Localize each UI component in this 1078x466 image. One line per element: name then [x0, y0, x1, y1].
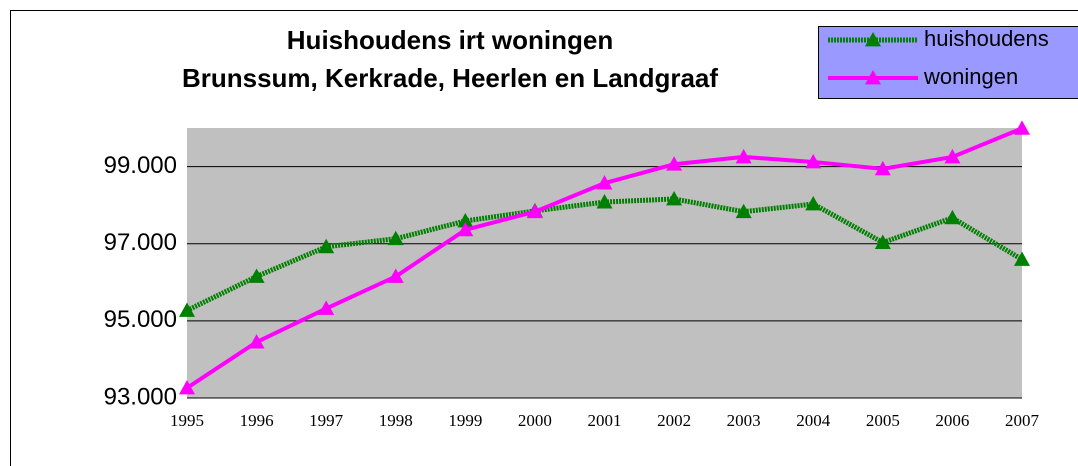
- data-point: [318, 300, 335, 315]
- data-point: [179, 302, 195, 317]
- x-tick-label: 2002: [657, 411, 691, 430]
- data-point: [457, 212, 474, 228]
- data-point: [805, 195, 822, 211]
- data-point: [1014, 120, 1030, 135]
- legend-marker: [865, 32, 881, 47]
- x-tick-label: 2005: [866, 411, 900, 430]
- data-point: [944, 209, 961, 225]
- x-tick-label: 1995: [170, 411, 204, 430]
- data-point: [248, 268, 265, 283]
- x-tick-label: 2004: [796, 411, 831, 430]
- chart-subtitle: Brunssum, Kerkrade, Heerlen en Landgraaf: [182, 63, 718, 93]
- legend-label: woningen: [923, 64, 1018, 89]
- data-point: [944, 148, 961, 164]
- data-point: [318, 238, 335, 254]
- x-tick-label: 2000: [518, 411, 552, 430]
- legend-marker: [865, 70, 881, 85]
- data-point: [526, 203, 543, 219]
- data-point: [457, 221, 474, 237]
- data-point: [666, 156, 683, 171]
- data-point: [387, 268, 404, 283]
- data-point: [805, 153, 822, 169]
- x-tick-label: 2007: [1005, 411, 1040, 430]
- data-point: [735, 203, 752, 219]
- x-tick-label: 1998: [379, 411, 413, 430]
- data-point: [179, 379, 195, 395]
- data-point: [248, 334, 265, 349]
- data-point: [874, 160, 891, 176]
- x-tick-label: 2003: [727, 411, 761, 430]
- y-tick-label: 99.000: [104, 152, 177, 179]
- y-tick-label: 97.000: [104, 229, 177, 256]
- data-point: [387, 230, 404, 246]
- data-point: [596, 194, 613, 209]
- y-tick-label: 93.000: [104, 383, 177, 410]
- data-point: [735, 148, 752, 164]
- chart-title: Huishoudens irt woningen: [287, 25, 613, 55]
- x-tick-label: 1999: [448, 411, 482, 430]
- x-tick-label: 2006: [935, 411, 969, 430]
- x-tick-label: 1996: [240, 411, 274, 430]
- data-point: [1014, 251, 1030, 266]
- y-tick-label: 95.000: [104, 306, 177, 333]
- data-point: [666, 190, 683, 206]
- data-point: [596, 175, 613, 190]
- legend-label: huishoudens: [924, 26, 1049, 51]
- data-point: [874, 234, 891, 249]
- x-tick-label: 2001: [588, 411, 622, 430]
- x-tick-label: 1997: [309, 411, 344, 430]
